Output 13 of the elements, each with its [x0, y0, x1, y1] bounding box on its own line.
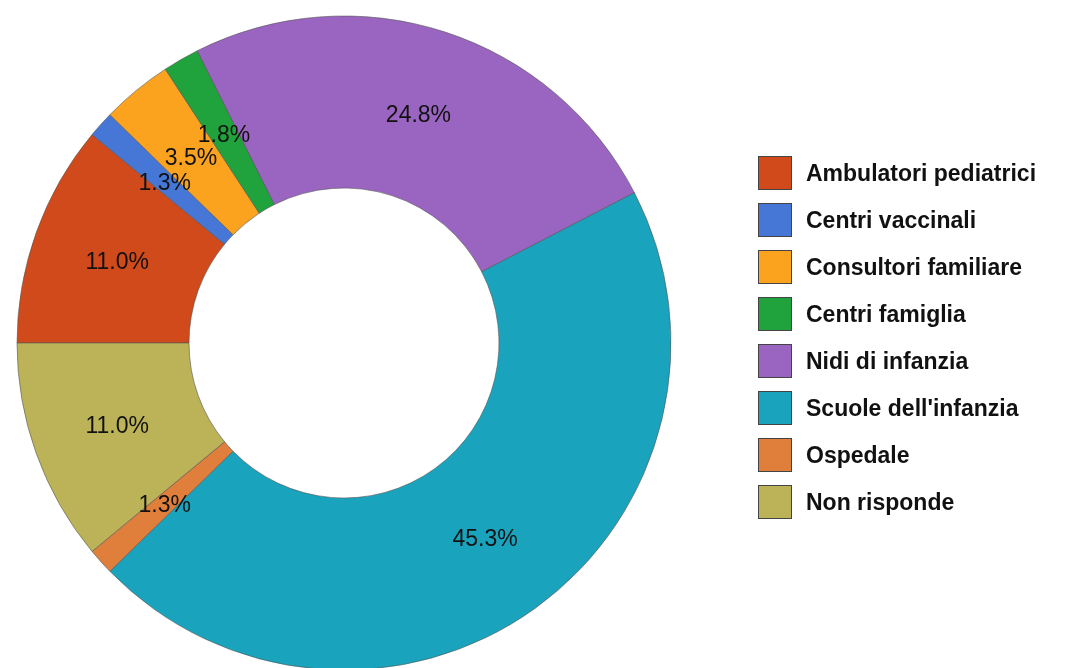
legend-label: Ambulatori pediatrici — [806, 159, 1037, 187]
data-label: 45.3% — [452, 525, 518, 552]
legend-label: Nidi di infanzia — [806, 347, 969, 375]
data-label: 11.0% — [85, 411, 150, 438]
data-label: 24.8% — [385, 100, 452, 127]
legend-label: Ospedale — [806, 441, 910, 469]
legend-label: Centri famiglia — [806, 300, 966, 328]
legend-label: Scuole dell'infanzia — [806, 394, 1019, 422]
data-label: 11.0% — [85, 248, 150, 275]
legend-label: Non risponde — [806, 488, 955, 516]
legend-label: Consultori familiare — [806, 253, 1022, 281]
data-label: 3.5% — [164, 143, 218, 170]
legend-label: Centri vaccinali — [806, 206, 977, 234]
